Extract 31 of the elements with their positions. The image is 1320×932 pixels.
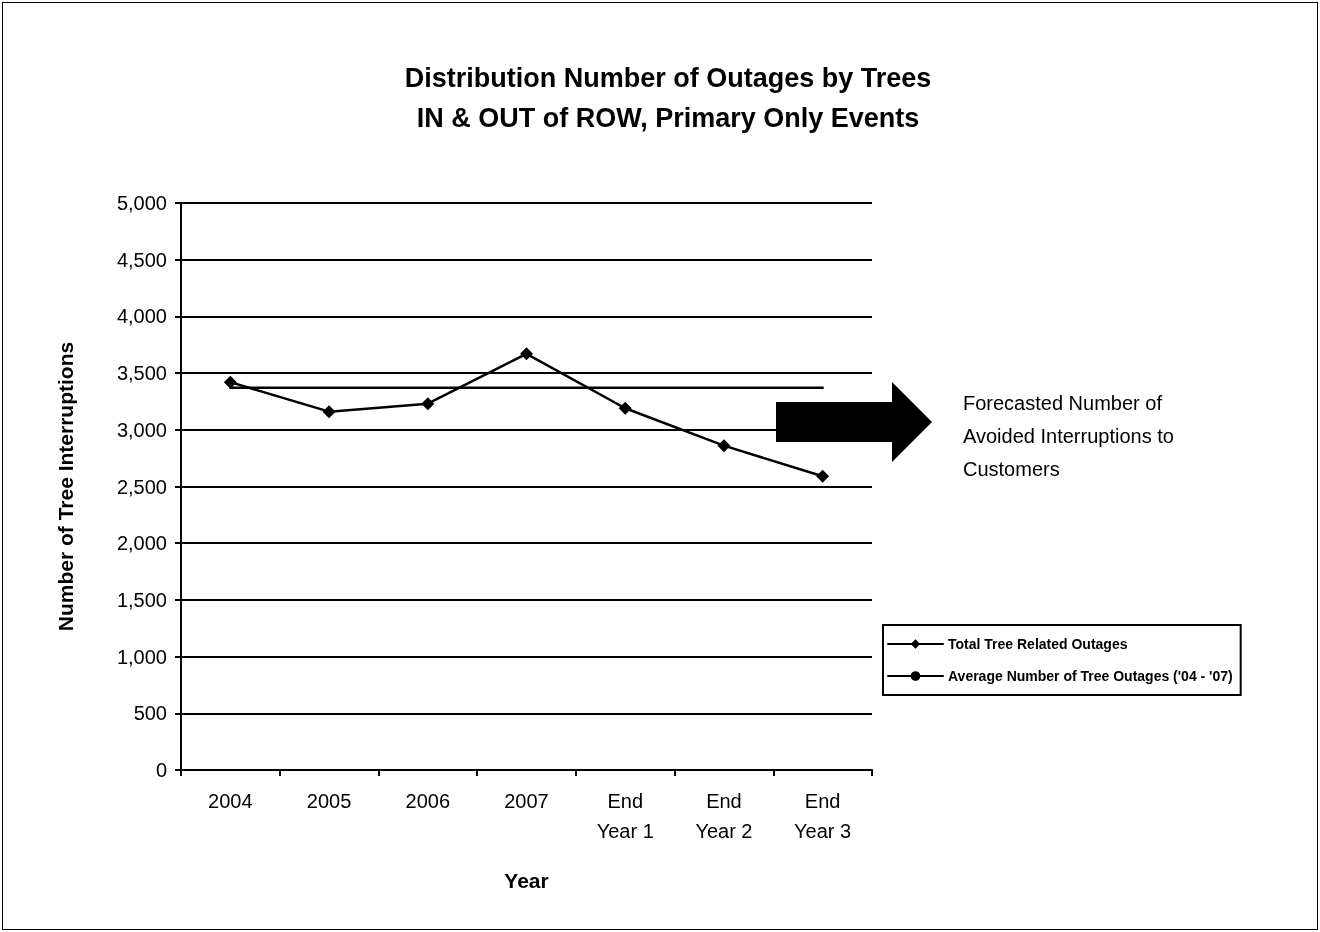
point [816, 469, 830, 483]
point [223, 375, 237, 389]
y-tick-label: 2,000 [116, 532, 167, 555]
x-tick-label: 2007 [504, 790, 549, 812]
y-tick-label: 2,500 [116, 475, 167, 498]
x-tick-label: End Year 2 [695, 790, 753, 842]
y-tick-label: 1,500 [116, 588, 167, 611]
point [421, 397, 435, 411]
x-tick-label: End Year 1 [596, 790, 654, 842]
y-tick-label: 0 [155, 759, 167, 781]
text: Forecasted Number of Avoided Interruptions to Customers [963, 391, 1174, 480]
y-tick-label: 1,000 [116, 645, 167, 668]
x-tick-label: 2004 [208, 790, 253, 812]
x-tick-label: 2006 [405, 790, 451, 812]
legend-label: Average Number of Tree Outages ('04 - '07) [948, 668, 1233, 684]
x-tick-label: End Year 3 [794, 790, 852, 842]
y-tick-label: 500 [133, 702, 167, 725]
y-tick-label: 3,000 [116, 418, 167, 441]
y-tick-label: 5,000 [116, 192, 167, 214]
x-tick-label: 2005 [306, 790, 352, 812]
y-tick-label: 4,500 [116, 248, 167, 271]
chart-title: Distribution Number of Outages by Trees IN & OUT of ROW, Primary Only Events [404, 63, 932, 133]
point [717, 439, 731, 453]
y-tick-label: 4,000 [116, 305, 167, 328]
point [520, 347, 533, 361]
x-axis-title: Year [504, 869, 549, 892]
point [322, 405, 336, 419]
legend-label: Total Tree Related Outages [948, 636, 1128, 652]
y-tick-label: 3,500 [116, 362, 167, 385]
y-axis-title: Number of Tree Interruptions [54, 341, 77, 632]
point [618, 401, 632, 415]
